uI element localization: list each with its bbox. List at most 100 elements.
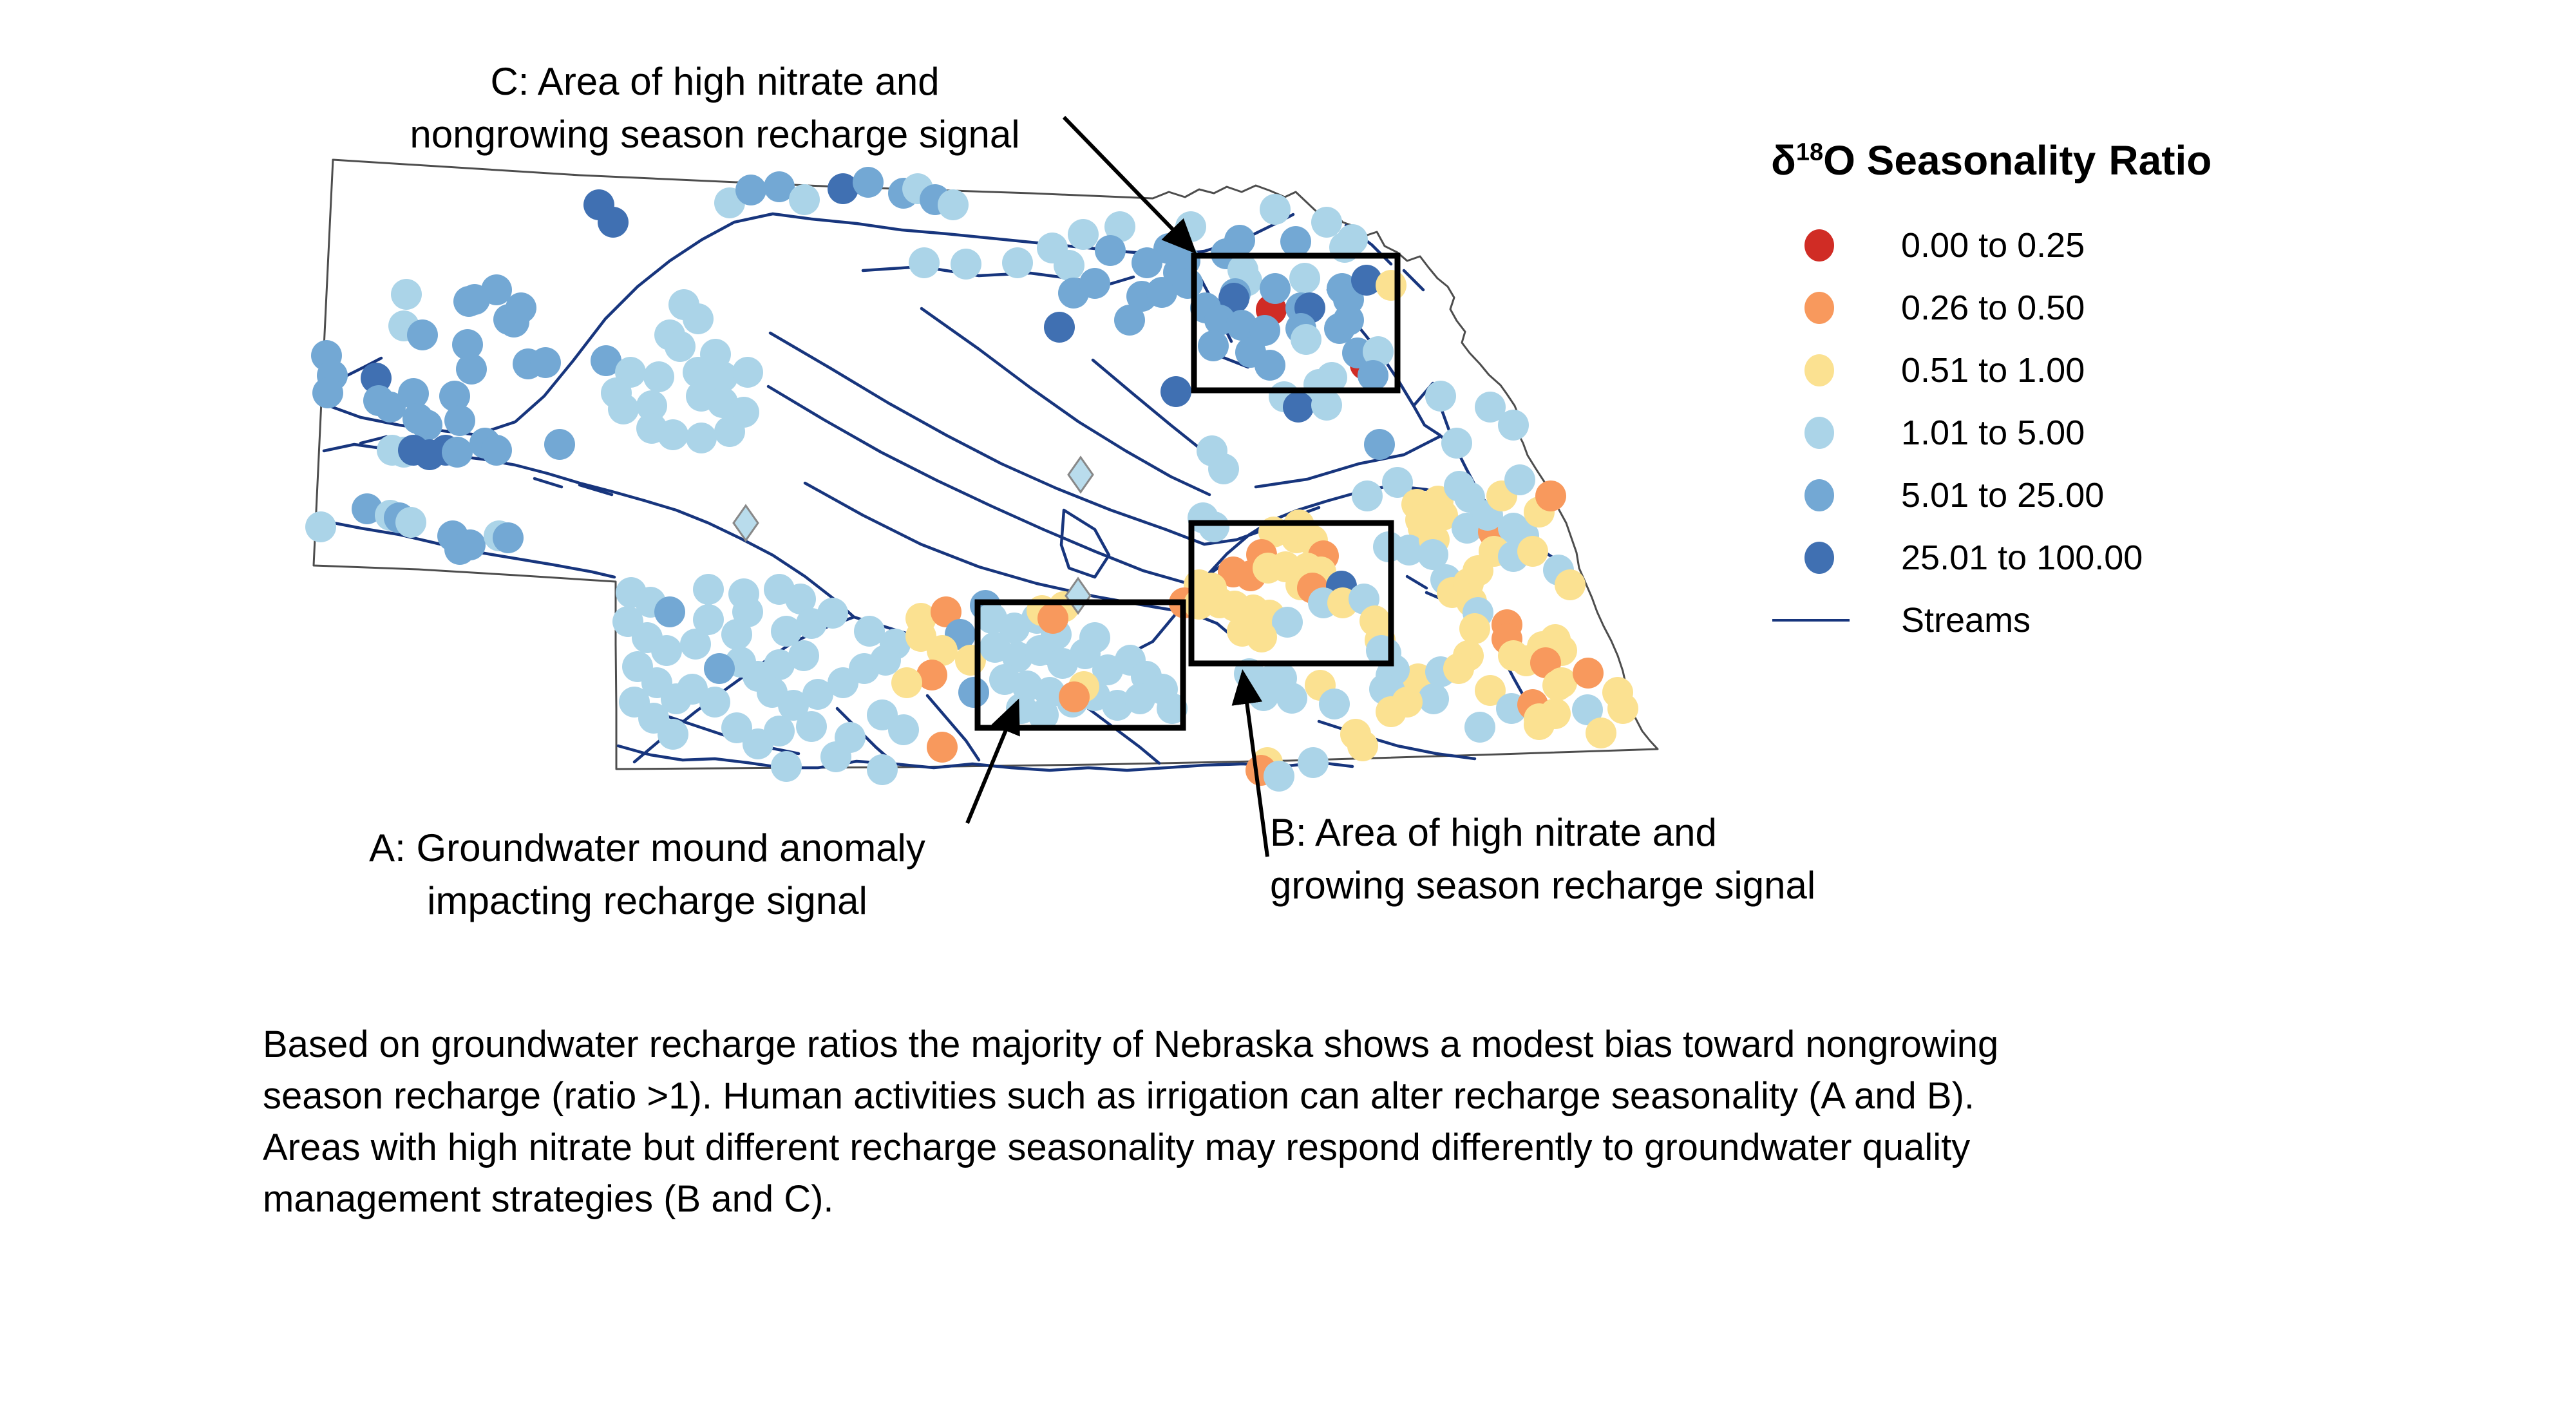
- well-point: [1459, 613, 1490, 644]
- well-point: [828, 173, 858, 204]
- well-point: [788, 640, 819, 671]
- stream: [1059, 508, 1111, 579]
- well-point: [854, 616, 885, 647]
- well-point: [1283, 392, 1314, 423]
- caption-line: Areas with high nitrate but different re…: [263, 1127, 1971, 1168]
- well-point: [395, 507, 426, 538]
- well-point: [658, 419, 688, 450]
- well-point: [598, 207, 629, 238]
- well-point: [481, 435, 512, 466]
- well-point: [909, 247, 940, 278]
- well-point: [1333, 305, 1364, 336]
- well-point: [1272, 607, 1303, 638]
- legend-swatch-yellow: [1804, 354, 1834, 386]
- well-point: [1264, 761, 1294, 792]
- legend-swatch-darkblue: [1804, 541, 1834, 574]
- well-point: [1418, 683, 1449, 714]
- legend-items: 0.00 to 0.25 0.26 to 0.50 0.51 to 1.00 1…: [1771, 214, 2351, 651]
- well-point: [651, 635, 682, 666]
- stream: [925, 694, 981, 762]
- well-point: [1260, 194, 1291, 225]
- well-point: [506, 292, 536, 323]
- well-point: [853, 167, 884, 198]
- well-point: [764, 574, 795, 605]
- well-point: [1198, 511, 1229, 542]
- annotation-c-line1: C: Area of high nitrate and: [490, 60, 940, 103]
- well-point: [1104, 211, 1135, 242]
- well-point: [704, 653, 735, 684]
- diamond-marker: [1067, 455, 1094, 494]
- well-point: [1504, 464, 1535, 495]
- well-point: [312, 377, 343, 408]
- well-point: [789, 184, 820, 215]
- well-point: [352, 493, 383, 524]
- well-point: [1535, 480, 1566, 511]
- caption-line: Based on groundwater recharge ratios the…: [263, 1023, 1999, 1065]
- well-point: [1037, 603, 1068, 634]
- well-point: [1249, 315, 1280, 346]
- well-point: [1160, 376, 1191, 407]
- well-point: [1298, 747, 1329, 778]
- well-point: [1517, 536, 1548, 567]
- well-point: [927, 732, 958, 763]
- well-point: [927, 635, 958, 666]
- well-point: [544, 429, 575, 460]
- well-point: [375, 392, 406, 423]
- well-point: [530, 347, 561, 378]
- legend-item: 5.01 to 25.00: [1771, 464, 2351, 526]
- well-point: [608, 394, 639, 424]
- well-point: [1289, 263, 1320, 294]
- well-point: [1358, 360, 1388, 391]
- well-point: [1044, 312, 1075, 343]
- well-point: [778, 690, 809, 721]
- well-point: [771, 751, 802, 782]
- stream: [1405, 575, 1428, 590]
- well-point: [1441, 428, 1472, 459]
- well-point: [1572, 694, 1603, 725]
- legend-title-superscript: 18: [1795, 138, 1824, 166]
- well-point: [1311, 207, 1342, 238]
- well-point: [444, 405, 475, 436]
- well-point: [721, 619, 752, 650]
- annotation-a-line1: A: Groundwater mound anomaly: [369, 826, 925, 870]
- well-point: [1319, 689, 1350, 719]
- legend-title: δ18O Seasonality Ratio: [1771, 137, 2212, 184]
- annotation-c-line2: nongrowing season recharge signal: [410, 113, 1020, 156]
- well-point: [1347, 730, 1378, 761]
- well-point: [1425, 381, 1456, 412]
- well-point: [764, 171, 795, 202]
- annotation-b-line2: growing season recharge signal: [1270, 864, 1816, 907]
- well-point: [1291, 324, 1321, 355]
- legend-item-streams: Streams: [1771, 589, 2351, 651]
- well-point: [1079, 268, 1110, 299]
- well-point: [802, 679, 833, 710]
- well-point: [1311, 390, 1342, 421]
- well-point: [732, 357, 763, 388]
- well-point: [714, 416, 745, 447]
- well-point: [452, 329, 483, 360]
- well-point: [1260, 273, 1291, 304]
- well-point: [442, 437, 473, 468]
- well-point: [643, 361, 674, 392]
- leader-arrow-b: [1231, 669, 1269, 857]
- well-point: [1280, 226, 1311, 257]
- well-point: [1464, 712, 1495, 743]
- legend-swatch-orange: [1804, 291, 1834, 324]
- stream: [616, 744, 1354, 772]
- well-point: [677, 674, 708, 705]
- well-point: [1498, 410, 1529, 441]
- well-point: [305, 511, 336, 542]
- legend: δ18O Seasonality Ratio 0.00 to 0.25 0.26 …: [1771, 137, 2351, 651]
- well-point: [1157, 693, 1188, 724]
- well-point: [693, 604, 724, 635]
- well-point: [931, 596, 961, 627]
- legend-item: 0.26 to 0.50: [1771, 276, 2351, 339]
- well-point: [721, 712, 752, 743]
- well-point: [398, 378, 429, 409]
- caption-line: management strategies (B and C).: [263, 1178, 834, 1220]
- well-point: [1475, 675, 1506, 706]
- highlight-box-c: [1191, 252, 1401, 394]
- well-point: [835, 722, 866, 753]
